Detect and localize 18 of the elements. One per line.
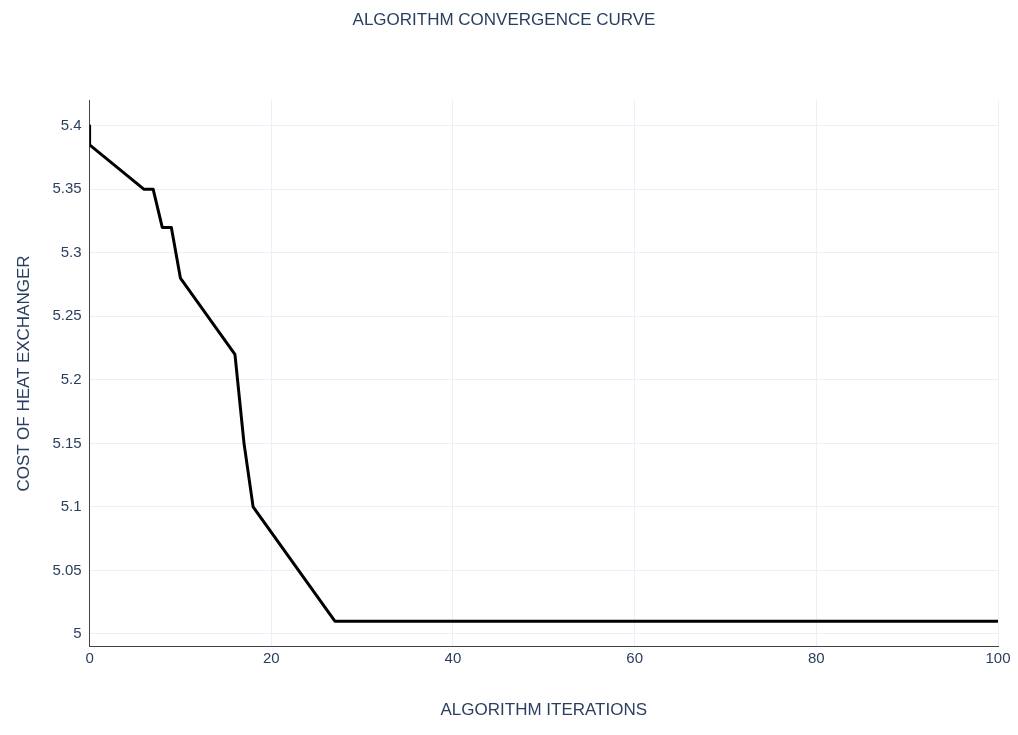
x-tick-label: 40 (444, 648, 462, 666)
y-tick-label: 5.25 (52, 306, 82, 324)
y-tick-label: 5.35 (52, 179, 82, 197)
x-tick-label: 80 (807, 648, 825, 666)
x-tick-label: 0 (85, 648, 94, 666)
y-tick-label: 5.15 (52, 433, 82, 451)
x-tick-label: 20 (262, 648, 280, 666)
y-tick-label: 5.2 (60, 369, 82, 387)
y-axis-title: COST OF HEAT EXCHANGER (13, 255, 33, 492)
y-tick-label: 5.4 (60, 115, 82, 133)
x-tick-label: 60 (626, 648, 643, 666)
x-axis-title: ALGORITHM ITERATIONS (440, 700, 648, 720)
y-tick-label: 5 (73, 624, 82, 642)
x-tick-label: 100 (985, 648, 1011, 666)
chart-title: ALGORITHM CONVERGENCE CURVE (352, 9, 656, 29)
y-tick-label: 5.1 (60, 497, 82, 515)
y-tick-label: 5.05 (52, 560, 82, 578)
y-tick-label: 5.3 (60, 242, 82, 260)
